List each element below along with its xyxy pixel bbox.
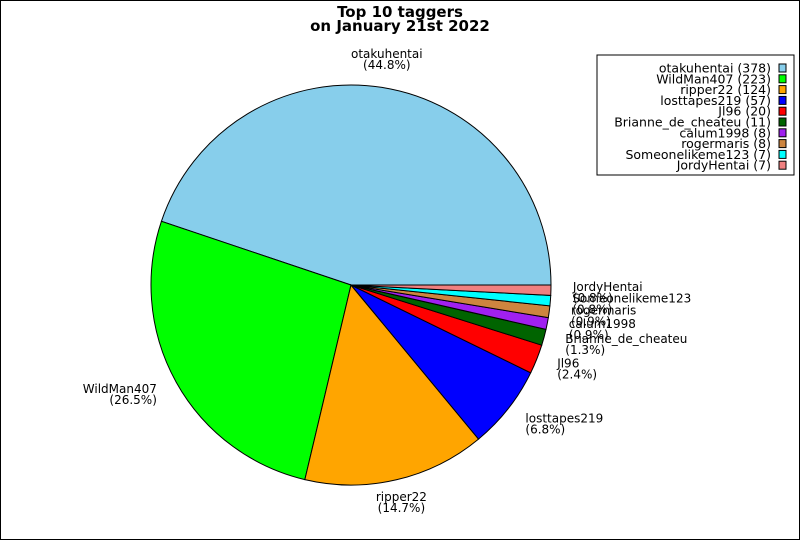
legend-label-losttapes219: losttapes219 (57) <box>660 93 771 108</box>
slice-label-someonelikeme123: Someonelikeme123 <box>572 291 691 305</box>
slice-percent-losttapes219: (6.8%) <box>525 422 565 436</box>
slice-percent-otakuhentai: (44.8%) <box>363 58 410 72</box>
legend-swatch-calum1998 <box>778 128 787 138</box>
slice-label-otakuhentai: otakuhentai <box>351 47 423 61</box>
legend-swatch-otakuhentai <box>778 63 787 73</box>
slice-label-jordyhentai: JordyHentai <box>572 280 643 294</box>
slice-percent-wildman407: (26.5%) <box>109 393 156 407</box>
slice-label-losttapes219: losttapes219 <box>525 411 603 425</box>
slice-label-wildman407: WildMan407 <box>83 382 157 396</box>
legend-label-ripper22: ripper22 (124) <box>680 82 771 97</box>
slice-label-rogermaris: rogermaris <box>571 304 636 318</box>
pie-slice-jordyhentai <box>350 284 552 296</box>
slice-label-jl96: Jl96 <box>556 356 579 370</box>
legend-label-someonelikeme123: Someonelikeme123 (7) <box>625 147 771 162</box>
slice-percent-brianne-de-cheateu: (1.3%) <box>565 343 605 357</box>
slice-percent-calum1998: (0.9%) <box>569 328 609 342</box>
legend-swatch-ripper22 <box>778 85 787 95</box>
slice-label-calum1998: calum1998 <box>569 317 636 331</box>
legend-swatch-wildman407 <box>778 74 787 84</box>
legend-swatch-rogermaris <box>778 139 787 149</box>
legend-label-brianne-de-cheateu: Brianne_de_cheateu (11) <box>614 115 771 130</box>
legend-swatch-losttapes219 <box>778 95 787 105</box>
legend-box <box>596 54 795 176</box>
slice-percent-jordyhentai: (0.8%) <box>573 291 613 305</box>
legend-swatch-jordyhentai <box>778 160 787 170</box>
legend-swatch-brianne-de-cheateu <box>778 117 787 127</box>
slice-percent-rogermaris: (0.9%) <box>571 315 611 329</box>
slice-labels: otakuhentai(44.8%) WildMan407(26.5%) rippe… <box>83 47 691 515</box>
chart-title-line-1: Top 10 taggers <box>337 3 463 21</box>
legend-label-calum1998: calum1998 (8) <box>679 125 771 140</box>
legend: otakuhentai (378)WildMan407 (223)ripper2… <box>596 54 795 176</box>
slice-percent-someonelikeme123: (0.8%) <box>572 302 612 316</box>
pie-slice-otakuhentai <box>160 84 552 286</box>
legend-label-jl96: Jl96 (20) <box>717 104 771 119</box>
slice-percent-jl96: (2.4%) <box>557 367 597 381</box>
pie-slice-ripper22 <box>304 283 480 486</box>
legend-label-jordyhentai: JordyHentai (7) <box>676 158 771 173</box>
legend-label-otakuhentai: otakuhentai (378) <box>659 61 771 76</box>
legend-label-wildman407: WildMan407 (223) <box>656 71 771 86</box>
legend-label-rogermaris: rogermaris (8) <box>681 136 771 151</box>
chart-title-line-2: on January 21st 2022 <box>310 17 490 35</box>
slice-label-brianne-de-cheateu: Brianne_de_cheateu <box>565 332 687 346</box>
pie-slices <box>150 84 552 486</box>
slice-label-ripper22: ripper22 <box>376 490 427 504</box>
slice-percent-ripper22: (14.7%) <box>378 501 425 515</box>
legend-swatch-jl96 <box>778 106 787 116</box>
pie-slice-wildman407 <box>150 220 352 481</box>
legend-swatch-someonelikeme123 <box>778 149 787 159</box>
